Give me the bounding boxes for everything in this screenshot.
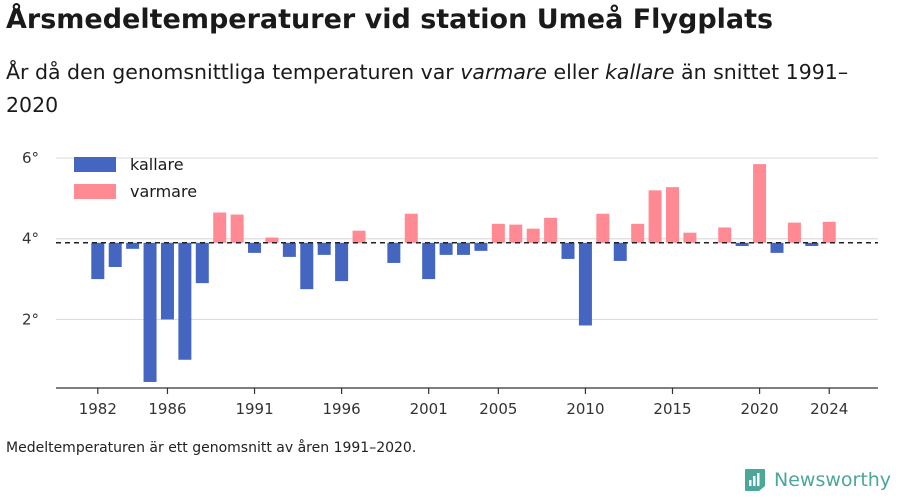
y-tick-label: 6° — [22, 149, 39, 167]
bar-1991 — [248, 242, 262, 253]
subtitle-colder: kallare — [605, 60, 675, 84]
newsworthy-logo-icon — [745, 469, 765, 491]
legend-label-varmare: varmare — [130, 182, 197, 201]
bar-1999 — [387, 242, 401, 263]
bar-1989 — [213, 212, 227, 243]
bar-1982 — [91, 242, 105, 280]
bar-2024 — [822, 221, 836, 243]
y-tick-label: 4° — [22, 230, 39, 248]
bar-1987 — [178, 242, 192, 360]
chart-subtitle: År då den genomsnittliga temperaturen va… — [6, 56, 886, 122]
bar-2010 — [578, 242, 592, 326]
x-tick-label: 1982 — [79, 400, 117, 418]
legend-swatch-kallare — [74, 157, 116, 172]
bar-1984 — [126, 242, 140, 249]
legend-label-kallare: kallare — [130, 155, 184, 174]
subtitle-part-1: År då den genomsnittliga temperaturen va… — [6, 60, 461, 84]
bar-1983 — [108, 242, 122, 267]
x-tick-label: 2010 — [566, 400, 604, 418]
x-tick-label: 2015 — [653, 400, 691, 418]
subtitle-part-3: än snittet 1991–2020 — [6, 60, 849, 117]
bar-1988 — [195, 242, 209, 284]
bar-2015 — [666, 187, 679, 243]
bar-1986 — [160, 242, 174, 320]
bar-2002 — [439, 242, 453, 255]
newsworthy-logo-text: Newsworthy — [774, 469, 892, 491]
x-tick-label: 1996 — [323, 400, 361, 418]
bar-2009 — [561, 242, 575, 259]
x-tick-label: 1991 — [235, 400, 273, 418]
bar-2001 — [422, 242, 436, 280]
x-tick-label: 2005 — [479, 400, 517, 418]
bar-2006 — [509, 224, 523, 243]
bar-1994 — [300, 242, 314, 290]
bar-2014 — [648, 190, 662, 243]
bar-1985 — [143, 242, 157, 382]
bar-2020 — [753, 164, 767, 243]
bar-1993 — [282, 242, 296, 257]
bar-2003 — [457, 242, 471, 255]
subtitle-warmer: varmare — [460, 60, 547, 84]
bar-2011 — [596, 213, 610, 243]
bar-2004 — [474, 242, 488, 251]
bar-2000 — [404, 213, 418, 243]
bar-2013 — [631, 223, 645, 243]
bar-2016 — [683, 232, 697, 243]
newsworthy-logo: Newsworthy — [744, 468, 891, 492]
bar-1995 — [317, 242, 331, 255]
legend-swatch-varmare — [74, 184, 116, 199]
bar-2005 — [491, 223, 505, 243]
bar-1997 — [352, 230, 366, 243]
x-tick-label: 1986 — [148, 400, 186, 418]
x-tick-label: 2001 — [410, 400, 448, 418]
bar-2007 — [526, 228, 540, 243]
chart-title: Årsmedeltemperaturer vid station Umeå Fl… — [6, 4, 774, 35]
bar-1996 — [335, 242, 349, 282]
bar-2021 — [770, 242, 784, 253]
subtitle-part-2: eller — [546, 60, 606, 84]
bar-1990 — [230, 214, 244, 243]
bar-2018 — [718, 227, 732, 243]
bar-2012 — [613, 242, 627, 261]
y-tick-label: 2° — [22, 310, 39, 328]
x-tick-label: 2020 — [740, 400, 778, 418]
footnote: Medeltemperaturen är ett genomsnitt av å… — [6, 440, 417, 456]
bar-2008 — [544, 217, 558, 243]
bar-1992 — [265, 237, 279, 243]
bar-2023 — [805, 242, 819, 247]
bar-2019 — [735, 242, 749, 247]
bar-2022 — [787, 222, 801, 243]
x-tick-label: 2024 — [810, 400, 848, 418]
